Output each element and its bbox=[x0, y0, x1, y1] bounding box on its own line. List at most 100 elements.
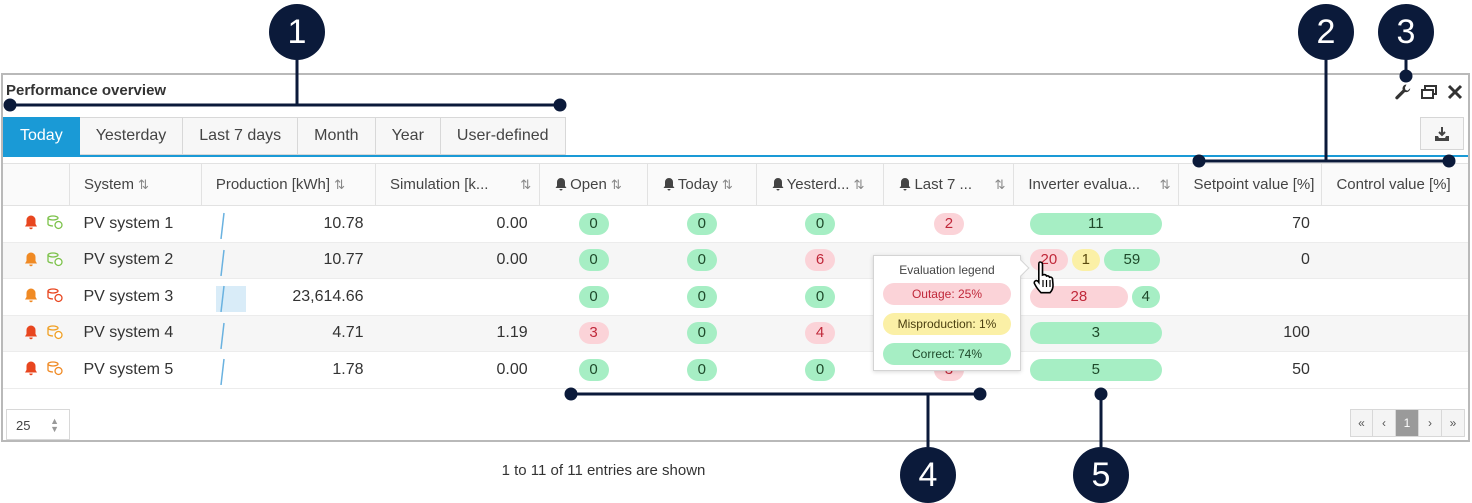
tab-yesterday[interactable]: Yesterday bbox=[79, 117, 184, 155]
production-sparkline bbox=[220, 358, 226, 385]
production-value: 4.71 bbox=[332, 324, 364, 342]
table-row[interactable]: PV system 4 4.71 1.19 3 0 4 3 100 bbox=[3, 315, 1468, 352]
system-name[interactable]: PV system 2 bbox=[69, 242, 202, 279]
bell-icon[interactable] bbox=[23, 324, 39, 340]
today-badge[interactable]: 0 bbox=[686, 358, 717, 381]
col-control[interactable]: Control value [%] bbox=[1321, 163, 1468, 206]
open-badge[interactable]: 0 bbox=[578, 212, 609, 235]
sort-icon[interactable]: ⇅ bbox=[853, 177, 865, 192]
pager-page-1[interactable]: 1 bbox=[1396, 409, 1419, 437]
inverter-eval-segment[interactable]: 3 bbox=[1029, 322, 1162, 345]
system-name[interactable]: PV system 4 bbox=[69, 315, 202, 352]
col-today[interactable]: Today ⇅ bbox=[647, 163, 757, 206]
yesterday-badge[interactable]: 0 bbox=[805, 212, 836, 235]
tab-last-7-days[interactable]: Last 7 days bbox=[183, 117, 299, 155]
status-icon[interactable] bbox=[47, 287, 63, 303]
system-name[interactable]: PV system 1 bbox=[69, 205, 202, 243]
open-badge[interactable]: 0 bbox=[578, 358, 609, 381]
row-icons bbox=[3, 315, 70, 352]
tab-year[interactable]: Year bbox=[375, 117, 441, 155]
pager-first[interactable]: « bbox=[1350, 409, 1373, 437]
sort-icon[interactable]: ⇅ bbox=[1159, 177, 1171, 192]
bell-icon[interactable] bbox=[23, 214, 39, 230]
pager-last[interactable]: » bbox=[1442, 409, 1465, 437]
sort-icon[interactable]: ⇅ bbox=[721, 177, 733, 192]
bell-icon[interactable] bbox=[23, 360, 39, 376]
tab-today[interactable]: Today bbox=[3, 117, 80, 155]
bell-icon bbox=[772, 178, 784, 191]
yesterday-badge[interactable]: 0 bbox=[805, 285, 836, 308]
bell-icon bbox=[899, 178, 911, 191]
control-cell bbox=[1321, 278, 1468, 316]
period-tabs: Today Yesterday Last 7 days Month Year U… bbox=[3, 117, 566, 156]
open-cell: 0 bbox=[539, 205, 648, 243]
today-badge[interactable]: 0 bbox=[686, 285, 717, 308]
table-row[interactable]: PV system 51.780.000003550 bbox=[3, 351, 1468, 389]
sort-icon[interactable]: ⇅ bbox=[334, 177, 345, 192]
inverter-eval-segment[interactable]: 28 bbox=[1029, 285, 1128, 308]
sort-icon[interactable]: ⇅ bbox=[520, 177, 532, 192]
restore-window-icon[interactable] bbox=[1420, 83, 1438, 101]
status-icon[interactable] bbox=[47, 324, 63, 340]
col-yesterday[interactable]: Yesterd... ⇅ bbox=[756, 163, 885, 206]
status-icon[interactable] bbox=[47, 251, 63, 267]
hand-cursor-icon bbox=[1033, 261, 1054, 294]
bell-icon bbox=[555, 178, 567, 191]
sort-icon[interactable]: ⇅ bbox=[137, 177, 149, 192]
yesterday-badge[interactable]: 6 bbox=[805, 249, 836, 272]
close-icon[interactable] bbox=[1446, 83, 1464, 101]
pager-prev[interactable]: ‹ bbox=[1373, 409, 1396, 437]
setpoint-cell: 0 bbox=[1178, 242, 1322, 279]
callout-2: 2 bbox=[1298, 4, 1354, 60]
today-badge[interactable]: 0 bbox=[686, 249, 717, 272]
last7-cell: 2 bbox=[883, 205, 1014, 243]
col-simulation[interactable]: Simulation [k... ⇅ bbox=[375, 163, 541, 206]
tab-user-defined[interactable]: User-defined bbox=[440, 117, 566, 155]
system-name[interactable]: PV system 5 bbox=[69, 351, 202, 389]
system-name[interactable]: PV system 3 bbox=[69, 278, 202, 316]
col-setpoint[interactable]: Setpoint value [%] bbox=[1178, 163, 1323, 206]
today-badge[interactable]: 0 bbox=[686, 212, 717, 235]
control-cell bbox=[1321, 205, 1468, 243]
table-row[interactable]: PV system 2 10.77 0.00 0 0 6 20 1 59 0 bbox=[3, 242, 1468, 279]
bell-icon[interactable] bbox=[23, 287, 39, 303]
yesterday-badge[interactable]: 4 bbox=[805, 322, 836, 345]
pager-next[interactable]: › bbox=[1419, 409, 1442, 437]
status-icon[interactable] bbox=[47, 360, 63, 376]
setpoint-cell: 100 bbox=[1178, 315, 1322, 352]
callout-4: 4 bbox=[900, 447, 956, 503]
wrench-icon[interactable] bbox=[1394, 83, 1412, 101]
spinner-icon[interactable]: ▲ ▼ bbox=[50, 416, 59, 434]
inverter-eval-segment[interactable]: 59 bbox=[1103, 249, 1160, 272]
inverter-eval-segment[interactable]: 5 bbox=[1029, 358, 1162, 381]
inverter-eval-segment[interactable]: 4 bbox=[1131, 285, 1160, 308]
tab-month[interactable]: Month bbox=[298, 117, 376, 155]
production-cell: 1.78 bbox=[201, 351, 376, 389]
sort-icon[interactable]: ⇅ bbox=[994, 177, 1006, 192]
yesterday-badge[interactable]: 0 bbox=[805, 358, 836, 381]
callout-1: 1 bbox=[269, 4, 325, 60]
export-button[interactable] bbox=[1420, 117, 1464, 150]
table-row[interactable]: PV system 3 23,614.66 0 0 0 28 4 bbox=[3, 278, 1468, 316]
inverter-eval-segment[interactable]: 11 bbox=[1029, 212, 1162, 235]
last7-badge[interactable]: 2 bbox=[933, 212, 964, 235]
today-badge[interactable]: 0 bbox=[686, 322, 717, 345]
open-badge[interactable]: 0 bbox=[578, 285, 609, 308]
col-open[interactable]: Open ⇅ bbox=[539, 163, 648, 206]
col-last7[interactable]: Last 7 ... ⇅ bbox=[883, 163, 1015, 206]
col-production[interactable]: Production [kWh] ⇅ bbox=[201, 163, 377, 206]
callout-3: 3 bbox=[1378, 4, 1434, 60]
open-badge[interactable]: 3 bbox=[578, 322, 609, 345]
sort-icon[interactable]: ⇅ bbox=[610, 177, 622, 192]
bell-icon[interactable] bbox=[23, 251, 39, 267]
systems-table: System ⇅ Production [kWh] ⇅ Simulation [k.… bbox=[3, 163, 1468, 389]
col-inverter[interactable]: Inverter evalua... ⇅ bbox=[1013, 163, 1180, 206]
inverter-eval-segment[interactable]: 1 bbox=[1071, 249, 1100, 272]
col-system[interactable]: System ⇅ bbox=[69, 163, 202, 206]
row-icons bbox=[3, 278, 70, 316]
status-icon[interactable] bbox=[47, 214, 63, 230]
table-row[interactable]: PV system 1 10.78 0.00 0 0 0 2 11 70 bbox=[3, 205, 1468, 243]
open-badge[interactable]: 0 bbox=[578, 249, 609, 272]
performance-widget: Performance overview Today Yesterday Las… bbox=[1, 73, 1470, 442]
page-size-select[interactable]: 25 ▲ ▼ bbox=[6, 409, 70, 440]
